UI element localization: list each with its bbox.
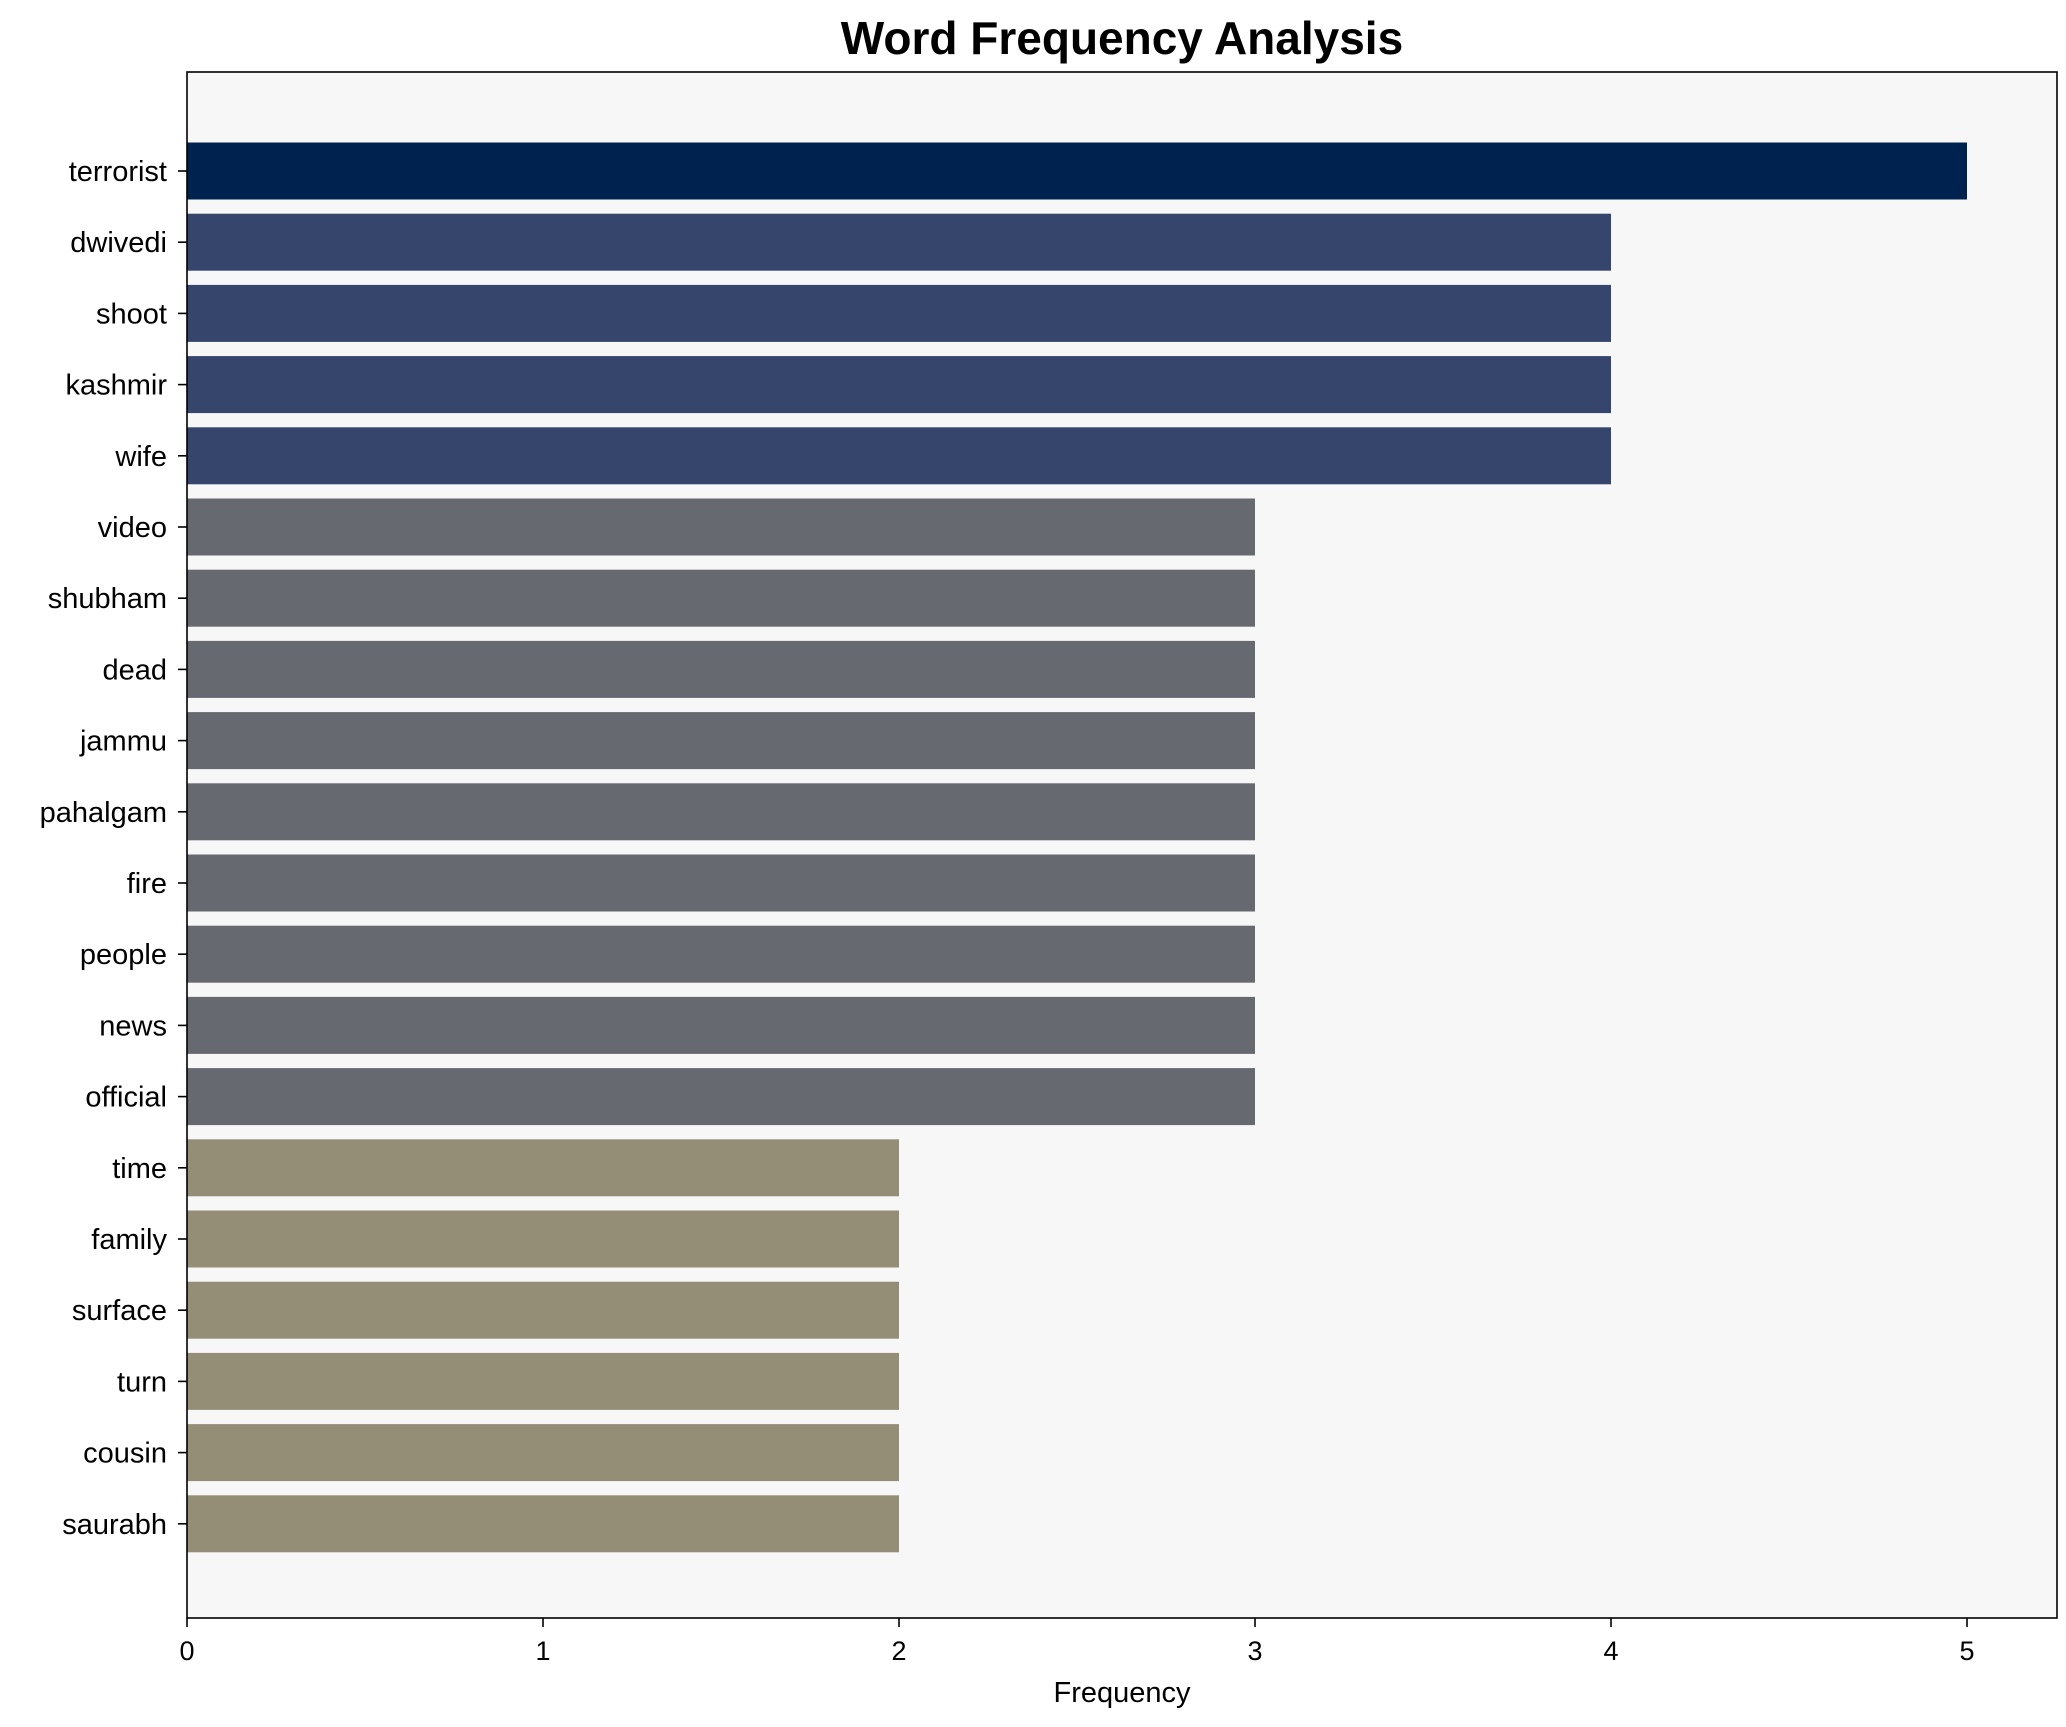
- chart-title: Word Frequency Analysis: [841, 12, 1403, 64]
- y-tick-label: surface: [72, 1295, 167, 1327]
- bar-fire: [187, 854, 1255, 912]
- bar-shoot: [187, 284, 1611, 342]
- x-axis-ticks: 0 1 2 3 4 5: [179, 1618, 1975, 1666]
- y-tick-label: dwivedi: [70, 227, 167, 259]
- y-tick-label: kashmir: [65, 370, 167, 402]
- y-tick-label: video: [98, 512, 167, 544]
- y-tick-label: people: [80, 939, 167, 971]
- x-tick-label: 0: [179, 1636, 194, 1666]
- bar-dwivedi: [187, 213, 1611, 271]
- y-tick-label: wife: [114, 441, 167, 473]
- x-tick-label: 3: [1247, 1636, 1262, 1666]
- bar-jammu: [187, 712, 1255, 770]
- y-tick-label: fire: [127, 868, 167, 900]
- y-tick-label: shubham: [48, 583, 167, 615]
- bar-shubham: [187, 569, 1255, 627]
- bar-family: [187, 1210, 899, 1268]
- y-tick-label: saurabh: [62, 1509, 167, 1541]
- y-tick-label: news: [99, 1010, 167, 1042]
- bar-turn: [187, 1352, 899, 1410]
- bar-terrorist: [187, 142, 1967, 200]
- bar-surface: [187, 1281, 899, 1339]
- y-tick-label: pahalgam: [40, 797, 167, 829]
- bar-saurabh: [187, 1495, 899, 1553]
- y-axis-ticks: terrorist dwivedi shoot kashmir wife video shu…: [40, 156, 187, 1541]
- y-tick-label: time: [112, 1153, 167, 1185]
- y-tick-label: dead: [102, 654, 167, 686]
- bar-time: [187, 1139, 899, 1197]
- x-axis-label: Frequency: [1053, 1677, 1191, 1709]
- bar-wife: [187, 427, 1611, 485]
- bar-cousin: [187, 1424, 899, 1482]
- x-tick-label: 1: [535, 1636, 550, 1666]
- y-tick-label: jammu: [79, 726, 167, 758]
- bar-kashmir: [187, 356, 1611, 414]
- y-tick-label: shoot: [96, 298, 167, 330]
- bar-video: [187, 498, 1255, 556]
- bars: [187, 142, 1967, 1553]
- bar-dead: [187, 640, 1255, 698]
- y-tick-label: turn: [117, 1366, 167, 1398]
- bar-people: [187, 925, 1255, 983]
- bar-pahalgam: [187, 783, 1255, 841]
- bar-news: [187, 996, 1255, 1054]
- plot-frame: [186, 71, 2058, 1619]
- y-tick-label: terrorist: [69, 156, 167, 188]
- y-tick-label: cousin: [83, 1438, 167, 1470]
- x-tick-label: 2: [891, 1636, 906, 1666]
- bar-official: [187, 1068, 1255, 1126]
- x-tick-label: 4: [1603, 1636, 1618, 1666]
- y-tick-label: family: [91, 1224, 167, 1256]
- x-tick-label: 5: [1959, 1636, 1974, 1666]
- y-tick-label: official: [85, 1082, 167, 1114]
